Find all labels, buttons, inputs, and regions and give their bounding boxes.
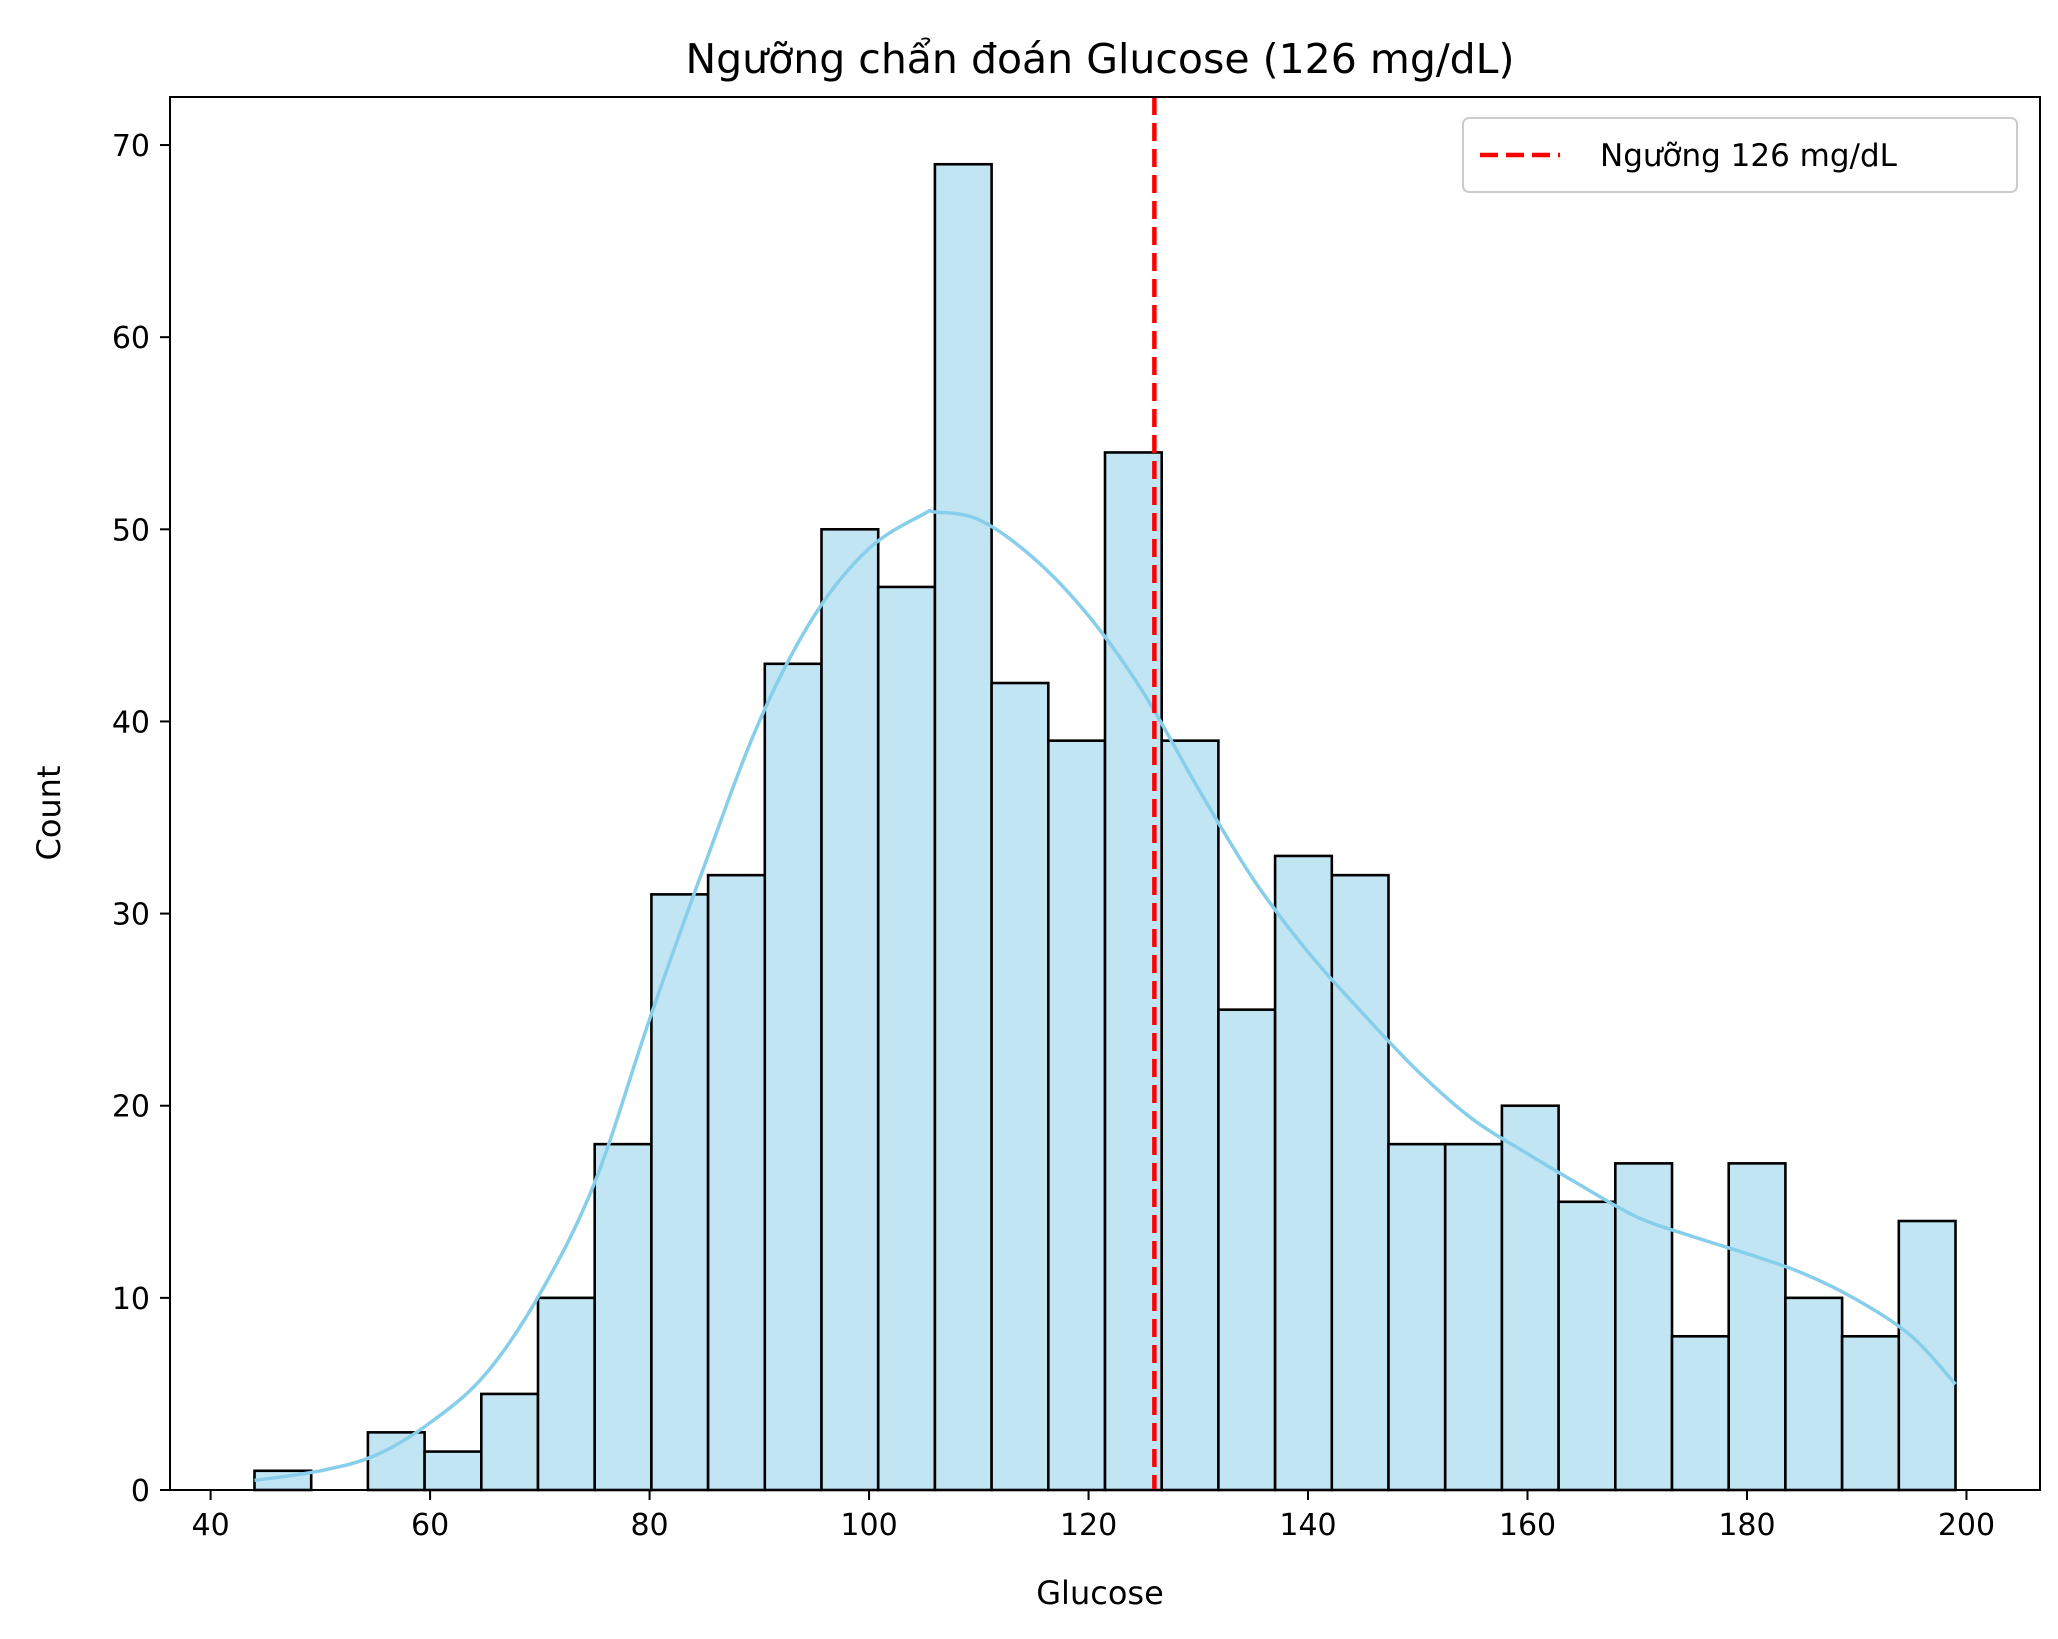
y-axis-label: Count [30, 765, 68, 860]
histogram-bars [253, 162, 1957, 1492]
x-axis-ticks: 40 60 80 100 120 140 160 180 200 [192, 1490, 1995, 1543]
histogram-bar [423, 1450, 483, 1492]
chart-title: Ngưỡng chẩn đoán Glucose (126 mg/dL) [685, 35, 1514, 83]
histogram-bar [1840, 1334, 1901, 1492]
histogram-bar [1670, 1334, 1731, 1492]
histogram-bar [1897, 1219, 1957, 1492]
legend-box [1462, 117, 2018, 193]
histogram-bar [1047, 739, 1107, 1492]
x-tick-label: 180 [1718, 1508, 1775, 1543]
y-tick-label: 10 [112, 1282, 150, 1317]
kde-curve [254, 508, 1957, 1483]
x-tick-label: 100 [840, 1508, 897, 1543]
histogram-bar [1160, 739, 1220, 1492]
histogram-bar [763, 662, 823, 1492]
histogram-bar [1557, 1200, 1617, 1492]
x-tick-label: 120 [1060, 1508, 1117, 1543]
legend: Ngưỡng 126 mg/dL [1462, 117, 2018, 193]
y-axis-ticks: 0 10 20 30 40 50 60 70 [112, 129, 170, 1509]
histogram-bar [1500, 1104, 1560, 1492]
x-tick-label: 200 [1938, 1508, 1995, 1543]
histogram-bar [820, 528, 880, 1492]
y-tick-label: 50 [112, 513, 150, 548]
y-tick-label: 70 [112, 129, 150, 164]
x-tick-label: 140 [1279, 1508, 1336, 1543]
x-tick-label: 160 [1499, 1508, 1556, 1543]
x-tick-label: 40 [192, 1508, 230, 1543]
y-tick-label: 40 [112, 705, 150, 740]
histogram-bar [933, 162, 993, 1492]
histogram-bar [1217, 1008, 1277, 1492]
plot-frame [169, 96, 2041, 1491]
histogram-bar [480, 1392, 540, 1492]
histogram-bar [990, 681, 1050, 1492]
histogram-bar [706, 873, 767, 1492]
y-tick-label: 20 [112, 1090, 150, 1125]
y-tick-label: 0 [131, 1474, 150, 1509]
histogram-bar [876, 585, 937, 1492]
histogram-bar [536, 1296, 597, 1492]
y-tick-label: 30 [112, 898, 150, 933]
histogram-bar [1387, 1142, 1447, 1492]
histogram-bar [650, 893, 710, 1492]
x-tick-label: 60 [411, 1508, 449, 1543]
histogram-bar [1727, 1162, 1787, 1492]
histogram-bar [1784, 1296, 1844, 1492]
histogram-bar [1273, 854, 1334, 1492]
histogram-bar [1614, 1162, 1674, 1492]
legend-threshold-label: Ngưỡng 126 mg/dL [1600, 138, 1898, 174]
histogram-bar [1443, 1142, 1504, 1492]
histogram-bar [593, 1142, 653, 1492]
y-tick-label: 60 [112, 321, 150, 356]
histogram-bar [366, 1431, 426, 1492]
histogram-bar [1330, 873, 1390, 1492]
x-axis-label: Glucose [1036, 1574, 1164, 1612]
x-tick-label: 80 [630, 1508, 668, 1543]
